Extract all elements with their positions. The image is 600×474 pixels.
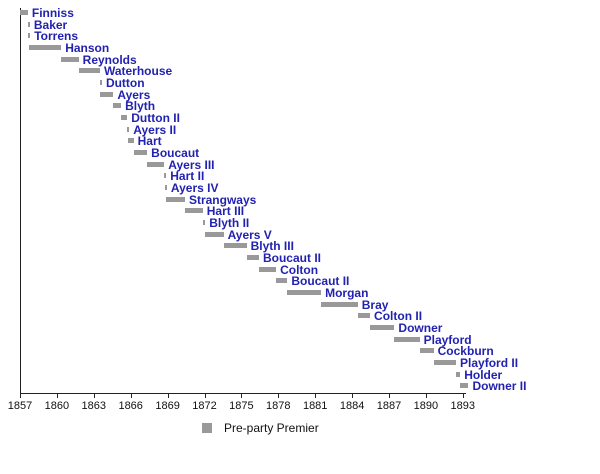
timeline-bar — [276, 278, 288, 284]
premier-label[interactable]: Playford II — [460, 356, 519, 371]
timeline-bar — [246, 255, 259, 261]
premier-label[interactable]: Colton — [280, 262, 319, 277]
premier-label[interactable]: Blyth III — [250, 239, 294, 254]
tick-mark — [352, 394, 354, 398]
y-axis-line — [20, 8, 21, 393]
timeline-bar — [128, 138, 134, 144]
timeline-bar — [202, 220, 206, 226]
premier-label[interactable]: Dutton — [105, 76, 145, 91]
premier-label[interactable]: Dutton II — [131, 111, 180, 126]
tick-label: 1878 — [266, 400, 291, 412]
timeline-bar — [321, 301, 358, 307]
timeline-bar — [121, 115, 128, 121]
tick-label: 1866 — [118, 400, 143, 412]
legend-label: Pre-party Premier — [224, 421, 319, 435]
timeline-bar — [78, 68, 100, 74]
premier-label[interactable]: Finniss — [31, 6, 74, 20]
premier-label[interactable]: Colton II — [374, 309, 423, 324]
tick-mark — [204, 394, 206, 398]
premier-label[interactable]: Waterhouse — [103, 64, 173, 79]
tick-label: 1893 — [450, 400, 476, 412]
premier-label[interactable]: Ayers II — [133, 122, 177, 137]
premier-label[interactable]: Ayers V — [227, 227, 272, 242]
timeline-bar — [100, 91, 114, 97]
tick-mark — [93, 394, 95, 398]
timeline-bar — [27, 21, 30, 27]
timeline-bar — [357, 313, 371, 319]
timeline-bar — [147, 161, 165, 167]
tick-label: 1863 — [81, 400, 107, 412]
timeline-bar — [164, 173, 167, 179]
premier-label[interactable]: Baker — [33, 17, 68, 32]
tick-label: 1872 — [192, 400, 217, 412]
timeline-bar — [164, 185, 167, 191]
tick-mark — [315, 394, 317, 398]
timeline-bar — [419, 348, 434, 354]
tick-label: 1881 — [302, 400, 328, 412]
tick-mark — [425, 394, 427, 398]
premier-label[interactable]: Hanson — [65, 41, 110, 55]
timeline-bar — [20, 10, 28, 15]
tick-label: 1860 — [44, 400, 70, 412]
premier-label[interactable]: Bray — [361, 297, 389, 312]
tick-label: 1884 — [339, 400, 365, 412]
timeline-bar — [205, 231, 224, 237]
tick-mark — [278, 394, 280, 398]
premier-label[interactable]: Boucaut II — [262, 251, 321, 266]
premier-label[interactable]: Torrens — [34, 29, 79, 44]
timeline-bar — [127, 126, 130, 132]
tick-mark — [167, 394, 169, 398]
premier-label[interactable]: Boucaut II — [291, 274, 350, 289]
premier-label[interactable]: Ayers IV — [170, 181, 219, 196]
tick-label: 1875 — [229, 400, 254, 412]
tick-mark — [389, 394, 390, 398]
tick-mark — [130, 394, 132, 398]
premier-label[interactable]: Blyth — [125, 99, 156, 114]
timeline-bar — [133, 150, 148, 156]
tick-label: 1890 — [413, 400, 439, 412]
tick-label: 1887 — [376, 400, 402, 412]
timeline-bar — [61, 56, 79, 62]
premier-label[interactable]: Morgan — [325, 286, 369, 301]
tick-mark — [462, 394, 464, 398]
premier-label[interactable]: Holder — [464, 367, 503, 382]
premier-label[interactable]: Hart III — [206, 204, 245, 219]
premier-label[interactable]: Blyth II — [209, 216, 250, 231]
timeline-bar — [29, 45, 62, 50]
timeline-bar — [28, 33, 31, 39]
tick-label: 1857 — [7, 400, 33, 412]
timeline-bar — [433, 360, 457, 366]
premier-label[interactable]: Playford — [423, 332, 472, 347]
tick-mark — [241, 394, 243, 398]
tick-mark — [56, 394, 58, 398]
premier-label[interactable]: Boucaut — [151, 146, 200, 161]
tick-label: 1869 — [155, 400, 180, 412]
premier-label[interactable]: Strangways — [188, 192, 257, 207]
premier-label[interactable]: Hart II — [170, 169, 205, 184]
timeline-bar — [258, 266, 277, 272]
timeline-bar — [99, 80, 102, 86]
timeline-bar — [165, 196, 185, 202]
timeline-bar — [460, 383, 469, 389]
x-axis-line — [20, 393, 466, 394]
premier-label[interactable]: Ayers — [117, 87, 151, 102]
timeline-bar — [394, 336, 420, 342]
legend-swatch-gray-square — [202, 423, 212, 433]
timeline-bar — [223, 243, 247, 249]
timeline-bar — [287, 290, 322, 296]
premier-label[interactable]: Ayers III — [168, 157, 215, 172]
premier-label[interactable]: Downer II — [472, 379, 527, 394]
timeline-bar — [456, 371, 461, 377]
tick-mark — [20, 394, 21, 398]
timeline-bar — [370, 325, 395, 331]
premier-label[interactable]: Hart — [137, 134, 162, 149]
premier-label[interactable]: Cockburn — [437, 344, 494, 359]
legend: Pre-party Premier — [202, 421, 319, 435]
premier-label[interactable]: Reynolds — [82, 52, 137, 67]
timeline-bar — [113, 103, 122, 109]
timeline-bar — [184, 208, 203, 214]
premier-label[interactable]: Downer — [398, 321, 443, 336]
